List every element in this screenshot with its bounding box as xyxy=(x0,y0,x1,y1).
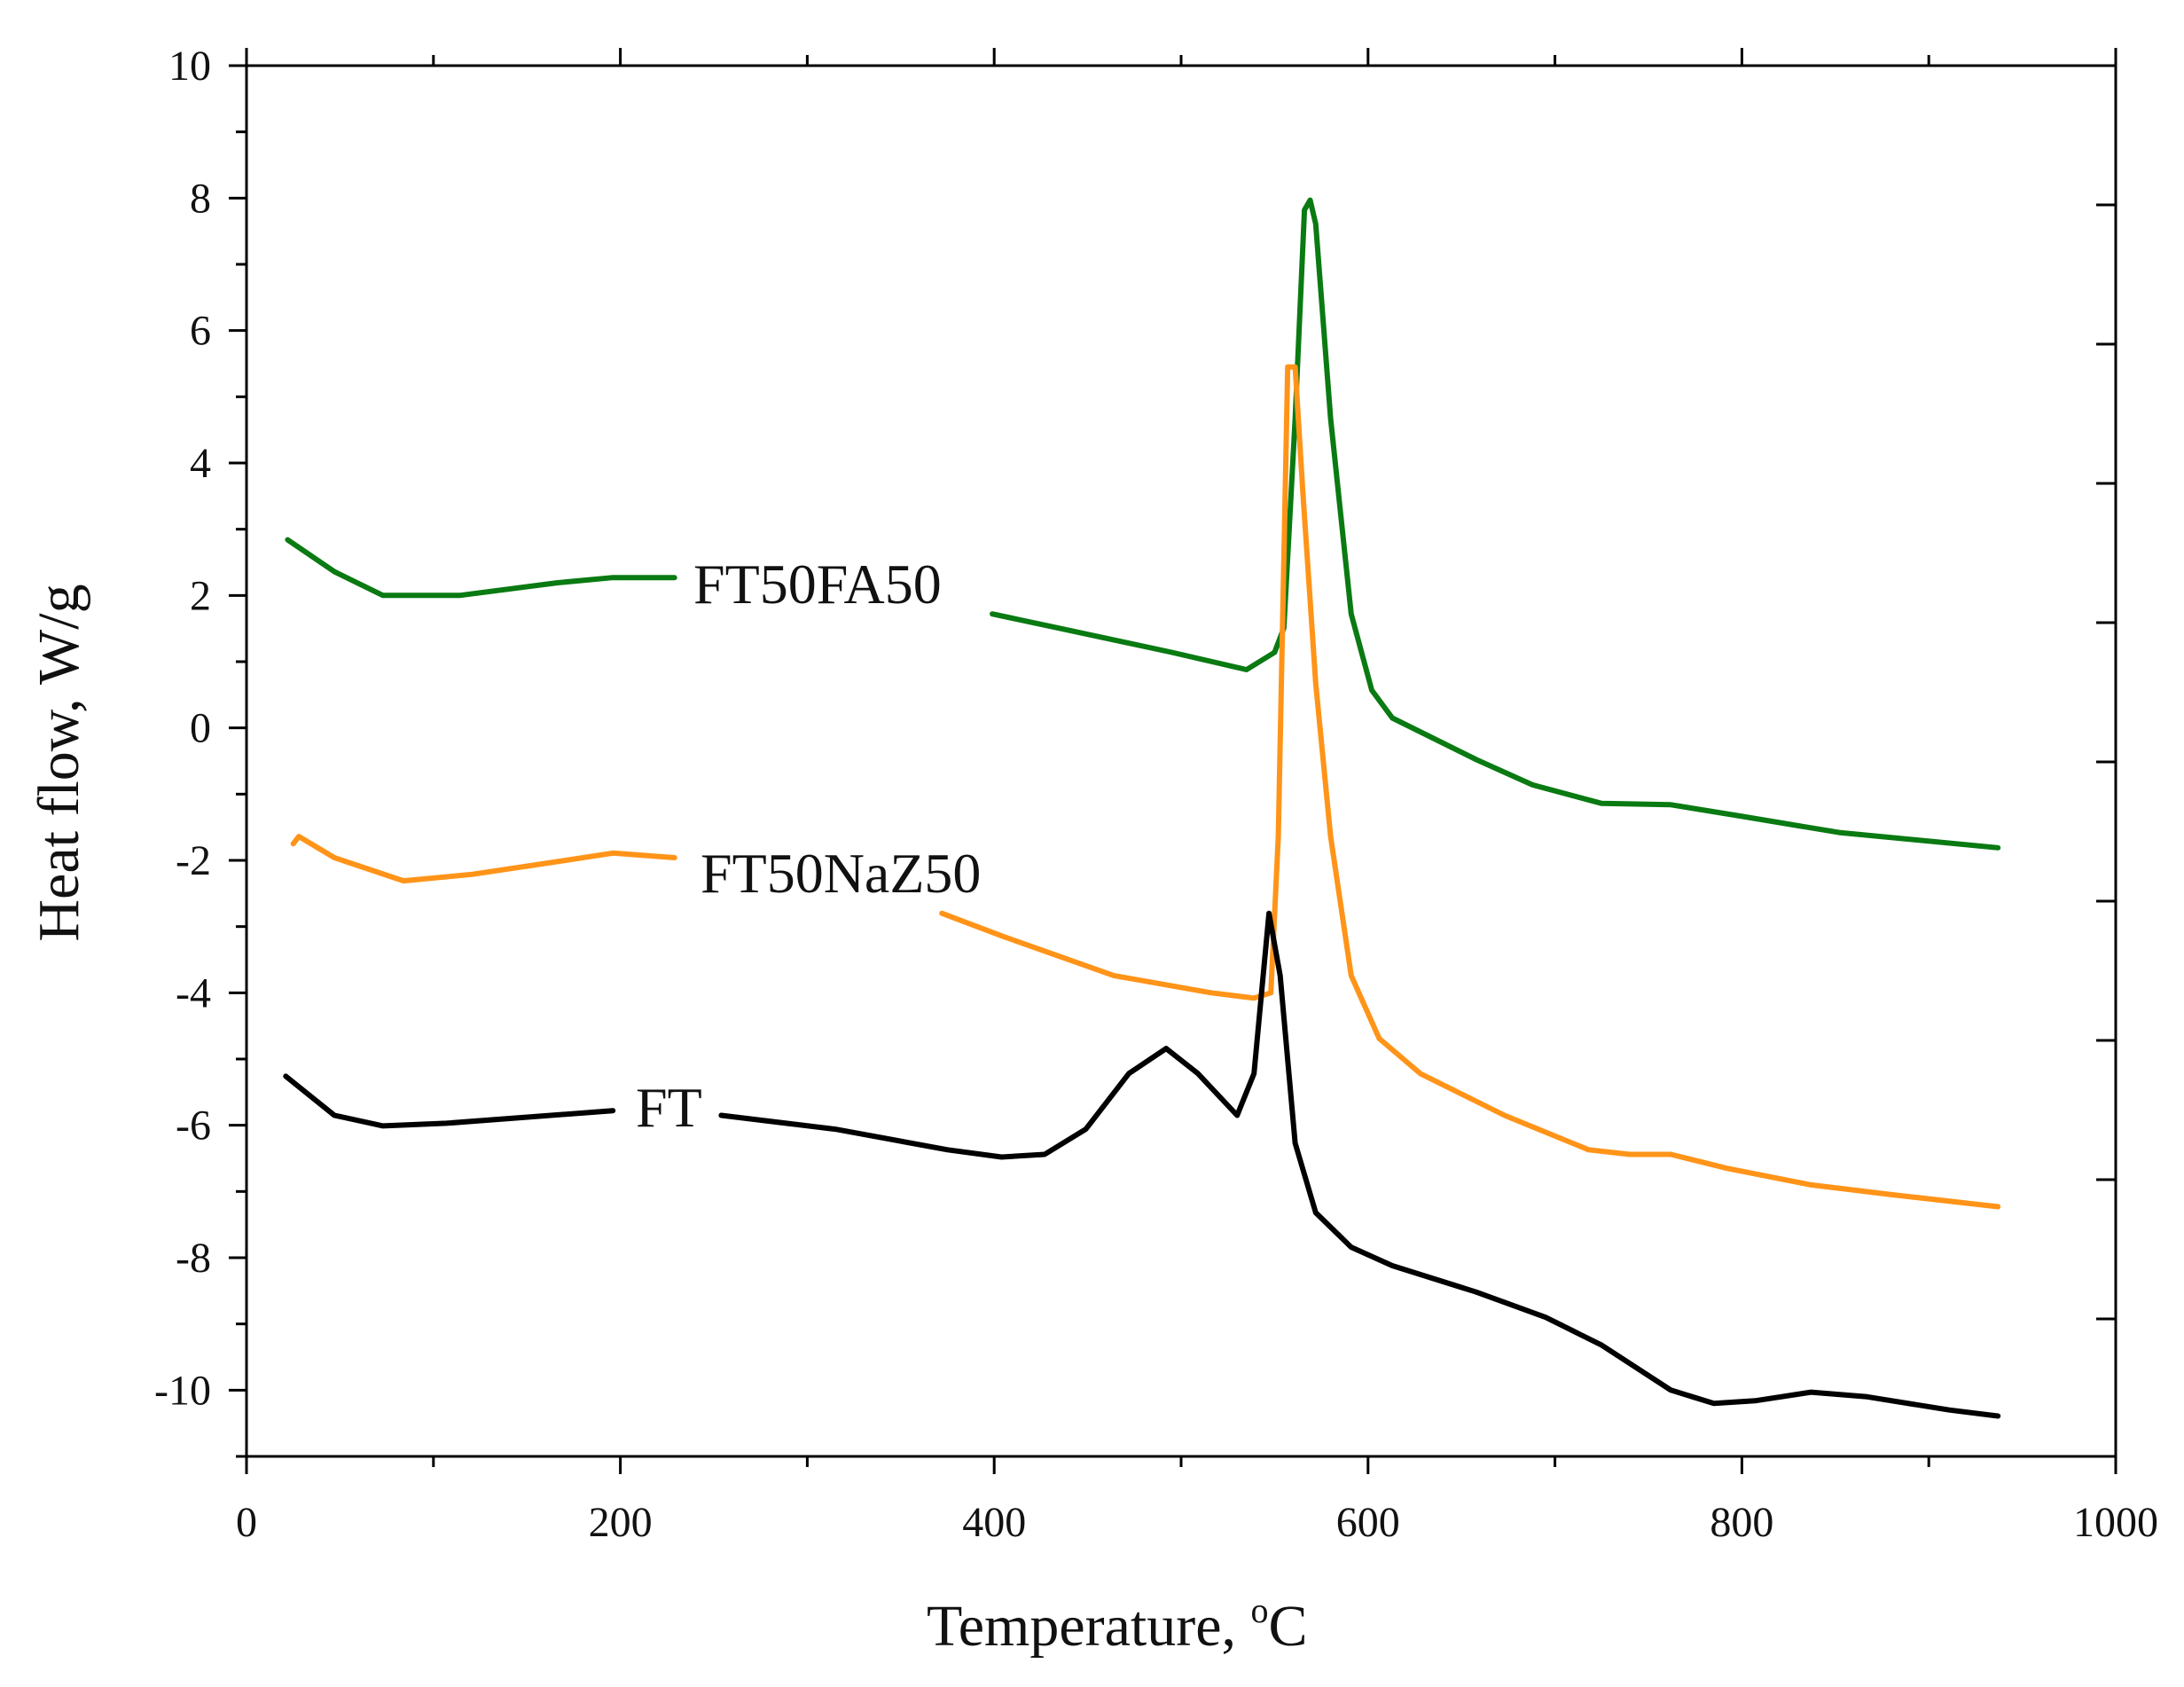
x-tick-label: 0 xyxy=(236,1499,257,1546)
y-tick-label: 6 xyxy=(190,308,211,355)
series-line-ft50fa50 xyxy=(990,197,2001,851)
y-tick-label: -4 xyxy=(176,969,211,1016)
x-tick-label: 400 xyxy=(962,1499,1026,1546)
x-tick-label: 1000 xyxy=(2073,1499,2158,1546)
series-line-ft xyxy=(283,1073,616,1129)
axes: 0 200 400 600 800 1000 10 8 6 4 2 0 -2 -4 -6 -8 -10 xyxy=(154,43,2158,1546)
y-tick-label: -8 xyxy=(176,1235,211,1282)
y-tick-label: 10 xyxy=(168,43,211,90)
x-axis-title: Temperature, oC xyxy=(927,1590,1308,1659)
curves xyxy=(283,197,2001,1419)
y-tick-label: 2 xyxy=(190,572,211,619)
series-line-ft xyxy=(718,910,2001,1419)
series-line-ft50fa50 xyxy=(285,537,677,599)
series-line-ft50naz50 xyxy=(290,834,677,884)
series-line-ft50naz50 xyxy=(939,364,2001,1210)
x-tick-label: 800 xyxy=(1710,1499,1773,1546)
series-label-ft: FT xyxy=(636,1076,702,1139)
plot-frame xyxy=(245,64,2117,1458)
y-tick-label: 0 xyxy=(190,705,211,752)
y-axis-title: Heat flow, W/g xyxy=(27,584,91,941)
y-tick-label: 4 xyxy=(190,440,211,487)
x-tick-label: 600 xyxy=(1336,1499,1400,1546)
series-label-ft50naz50: FT50NaZ50 xyxy=(701,842,981,905)
y-tick-label: -2 xyxy=(176,837,211,884)
y-tick-label: -10 xyxy=(154,1367,211,1414)
y-tick-label: -6 xyxy=(176,1102,211,1150)
y-tick-label: 8 xyxy=(190,175,211,222)
series-label-ft50fa50: FT50FA50 xyxy=(693,553,942,616)
x-tick-label: 200 xyxy=(589,1499,653,1546)
